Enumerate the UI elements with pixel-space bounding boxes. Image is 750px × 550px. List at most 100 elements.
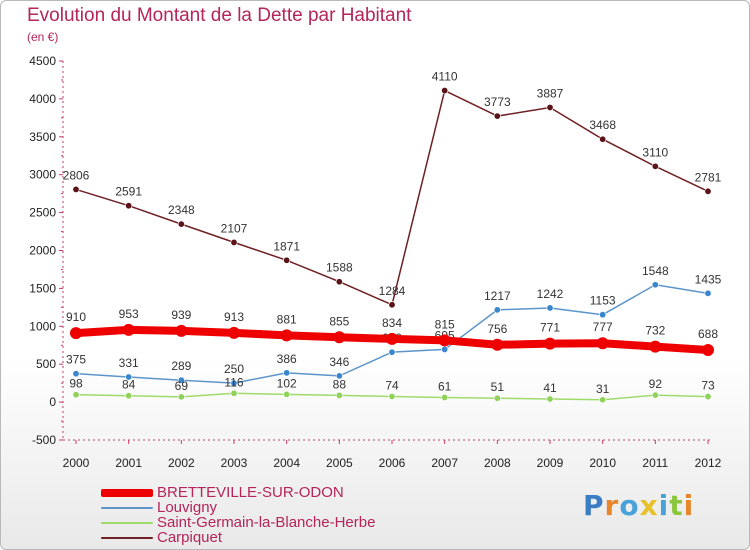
data-label: 386 bbox=[277, 352, 297, 366]
data-label: 688 bbox=[698, 327, 718, 341]
data-label: 331 bbox=[119, 356, 139, 370]
data-point bbox=[599, 135, 607, 143]
data-point bbox=[493, 394, 501, 402]
logo-letter: P bbox=[583, 489, 605, 522]
data-point bbox=[230, 389, 238, 397]
data-label: 2781 bbox=[695, 170, 722, 184]
legend-item: Saint-Germain-la-Blanche-Herbe bbox=[101, 515, 375, 530]
data-label: 3773 bbox=[484, 95, 511, 109]
data-point bbox=[228, 326, 240, 339]
data-label: 4110 bbox=[432, 70, 458, 84]
data-point bbox=[177, 376, 185, 384]
data-label: 2107 bbox=[221, 221, 248, 235]
data-point bbox=[438, 334, 451, 347]
data-label: 771 bbox=[540, 321, 560, 335]
data-point bbox=[441, 393, 449, 401]
data-label: 2591 bbox=[115, 185, 142, 199]
data-point bbox=[125, 392, 133, 400]
data-label: 116 bbox=[224, 375, 243, 389]
data-label: 375 bbox=[66, 353, 86, 367]
data-point bbox=[493, 306, 501, 314]
data-point bbox=[704, 393, 712, 401]
data-point bbox=[335, 372, 343, 380]
data-point bbox=[280, 329, 293, 342]
data-point bbox=[177, 220, 185, 228]
data-label: 732 bbox=[645, 324, 665, 338]
legend-swatch bbox=[101, 521, 153, 524]
data-point bbox=[125, 202, 133, 210]
data-point bbox=[544, 337, 556, 350]
data-label: 84 bbox=[122, 378, 136, 392]
legend-label: Louvigny bbox=[157, 499, 218, 516]
x-tick-label: 2010 bbox=[589, 456, 616, 470]
data-point bbox=[283, 256, 291, 264]
data-label: 913 bbox=[224, 310, 244, 324]
logo-letter: x bbox=[639, 489, 659, 522]
y-tick-label: 1500 bbox=[29, 281, 56, 295]
legend-swatch bbox=[101, 506, 153, 509]
x-tick-label: 2005 bbox=[326, 456, 353, 470]
data-label: 73 bbox=[701, 379, 715, 393]
y-tick-label: 500 bbox=[36, 357, 56, 371]
legend-label: Carpiquet bbox=[157, 529, 223, 546]
logo-letter: o bbox=[619, 489, 640, 522]
data-label: 881 bbox=[277, 312, 297, 326]
x-tick-label: 2011 bbox=[642, 456, 668, 470]
data-point bbox=[125, 373, 133, 381]
data-point bbox=[388, 348, 396, 356]
data-label: 98 bbox=[69, 377, 83, 391]
y-tick-label: 3500 bbox=[29, 130, 56, 144]
data-point bbox=[72, 370, 80, 378]
x-tick-label: 2006 bbox=[379, 456, 406, 470]
data-point bbox=[175, 324, 188, 337]
x-tick-label: 2000 bbox=[63, 456, 90, 470]
data-label: 1153 bbox=[590, 294, 616, 308]
legend-swatch bbox=[101, 536, 153, 539]
logo-letter: i bbox=[658, 489, 670, 522]
data-label: 910 bbox=[66, 310, 86, 324]
y-tick-label: 4000 bbox=[29, 92, 56, 106]
data-label: 756 bbox=[487, 322, 507, 336]
data-label: 51 bbox=[491, 380, 505, 394]
x-tick-label: 2003 bbox=[221, 456, 248, 470]
data-point bbox=[441, 345, 449, 353]
data-point bbox=[649, 340, 662, 353]
data-point bbox=[546, 103, 554, 111]
data-point bbox=[651, 162, 659, 170]
x-tick-label: 2008 bbox=[484, 456, 511, 470]
logo-letter: r bbox=[604, 489, 620, 522]
data-point bbox=[704, 187, 712, 195]
data-label: 1284 bbox=[379, 284, 406, 298]
data-label: 289 bbox=[171, 359, 191, 373]
proxiti-logo: Proxiti bbox=[583, 489, 694, 522]
data-point bbox=[283, 369, 291, 377]
data-point bbox=[702, 343, 714, 356]
x-tick-label: 2002 bbox=[168, 456, 195, 470]
data-label: 3110 bbox=[642, 145, 668, 159]
chart-legend: BRETTEVILLE-SUR-ODON Louvigny Saint-Germai… bbox=[101, 485, 375, 545]
chart-unit-label: (en €) bbox=[27, 30, 59, 44]
data-label: 3468 bbox=[589, 118, 616, 132]
logo-letter: t bbox=[669, 489, 684, 522]
data-point bbox=[230, 238, 238, 246]
y-tick-label: 3000 bbox=[29, 168, 56, 182]
data-point bbox=[599, 311, 607, 319]
x-tick-label: 2001 bbox=[115, 456, 142, 470]
data-label: 939 bbox=[171, 308, 191, 322]
chart-title: Evolution du Montant de la Dette par Hab… bbox=[27, 5, 412, 26]
data-label: 31 bbox=[596, 382, 610, 396]
data-point bbox=[599, 396, 607, 404]
data-label: 777 bbox=[593, 320, 613, 334]
y-tick-label: 0 bbox=[49, 395, 56, 409]
legend-swatch bbox=[101, 488, 153, 497]
data-point bbox=[283, 390, 291, 398]
data-point bbox=[70, 327, 82, 340]
data-label: 1242 bbox=[537, 287, 564, 301]
data-point bbox=[333, 331, 346, 344]
data-point bbox=[122, 323, 135, 336]
x-tick-label: 2009 bbox=[537, 456, 564, 470]
x-tick-label: 2007 bbox=[431, 456, 458, 470]
data-label: 92 bbox=[649, 377, 663, 391]
